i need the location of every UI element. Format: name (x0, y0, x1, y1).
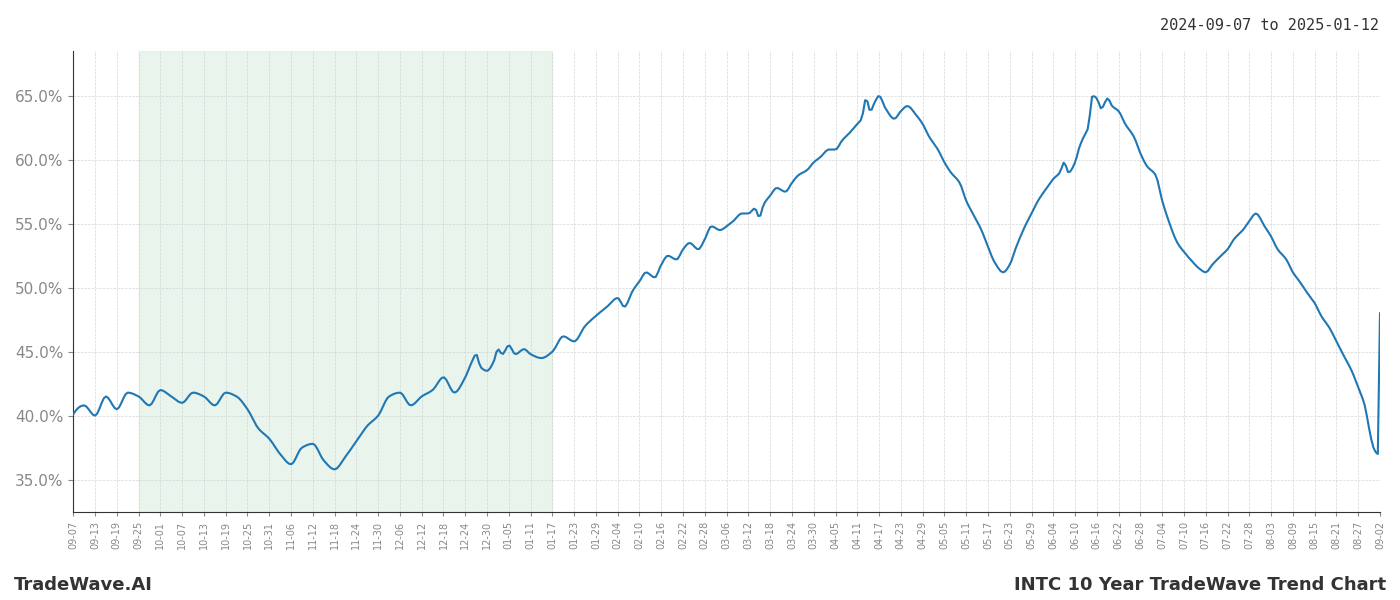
Text: TradeWave.AI: TradeWave.AI (14, 576, 153, 594)
Text: INTC 10 Year TradeWave Trend Chart: INTC 10 Year TradeWave Trend Chart (1014, 576, 1386, 594)
Bar (139, 51, 553, 512)
Text: 2024-09-07 to 2025-01-12: 2024-09-07 to 2025-01-12 (1161, 18, 1379, 33)
